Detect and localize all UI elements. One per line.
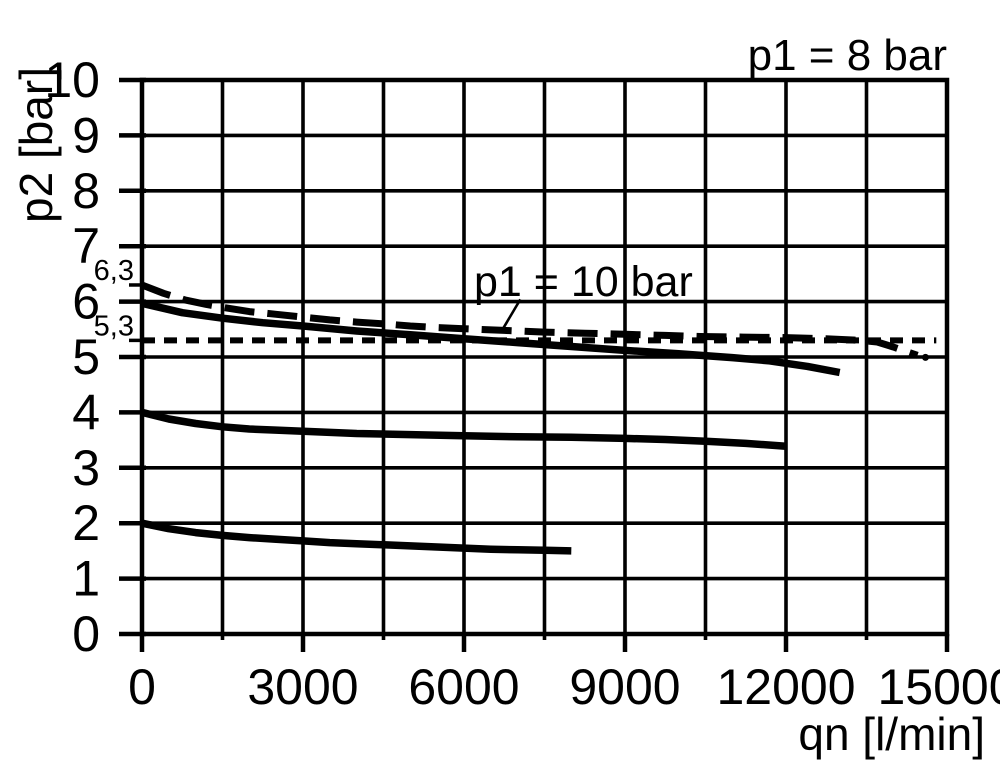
y-tick-label: 3 bbox=[72, 440, 100, 496]
y-tick-label: 9 bbox=[72, 107, 100, 163]
annotation-leader-line bbox=[501, 298, 522, 330]
plot-frame bbox=[139, 77, 950, 637]
annotation-p1-10bar-text: p1 = 10 bar bbox=[474, 258, 693, 306]
chart-title: p1 = 8 bar bbox=[748, 31, 947, 80]
curve-p1-8-bar-curve-6-bar-setting bbox=[141, 299, 841, 377]
y-tick-label: 6 bbox=[72, 274, 100, 330]
x-tick-label: 12000 bbox=[716, 659, 855, 715]
x-tick-label: 15000 bbox=[877, 659, 1000, 715]
x-tick-label: 9000 bbox=[569, 659, 680, 715]
curve-end-dot-p1-10-bar-curve bbox=[921, 353, 929, 361]
y-tick-label: 5 bbox=[72, 329, 100, 385]
y-tick-label: 4 bbox=[72, 384, 100, 440]
grid-lines bbox=[140, 78, 949, 640]
x-axis-label: qn [l/min] bbox=[798, 708, 985, 760]
y-axis-label: p2 [bar] bbox=[10, 67, 62, 223]
annotations bbox=[501, 298, 522, 330]
y-tick-label: 0 bbox=[72, 606, 100, 662]
data-curves bbox=[140, 281, 937, 555]
y-subtick-label-6-3: 6,3 bbox=[94, 255, 134, 287]
curve-p1-8-bar-curve-2-bar-setting bbox=[141, 519, 572, 555]
plot-border bbox=[139, 77, 950, 637]
y-tick-label: 1 bbox=[72, 551, 100, 607]
x-tick-label: 6000 bbox=[408, 659, 519, 715]
y-tick-label: 10 bbox=[44, 52, 100, 108]
y-subtick-label-5-3: 5,3 bbox=[94, 310, 134, 342]
curve-p1-8-bar-curve-4-bar-setting bbox=[141, 408, 787, 450]
y-tick-label: 2 bbox=[72, 495, 100, 551]
x-tick-label: 0 bbox=[128, 659, 156, 715]
x-tick-label: 3000 bbox=[247, 659, 358, 715]
curve-p1-10-bar-curve bbox=[140, 281, 919, 359]
y-tick-label: 8 bbox=[72, 163, 100, 219]
y-tick-label: 7 bbox=[72, 218, 100, 274]
